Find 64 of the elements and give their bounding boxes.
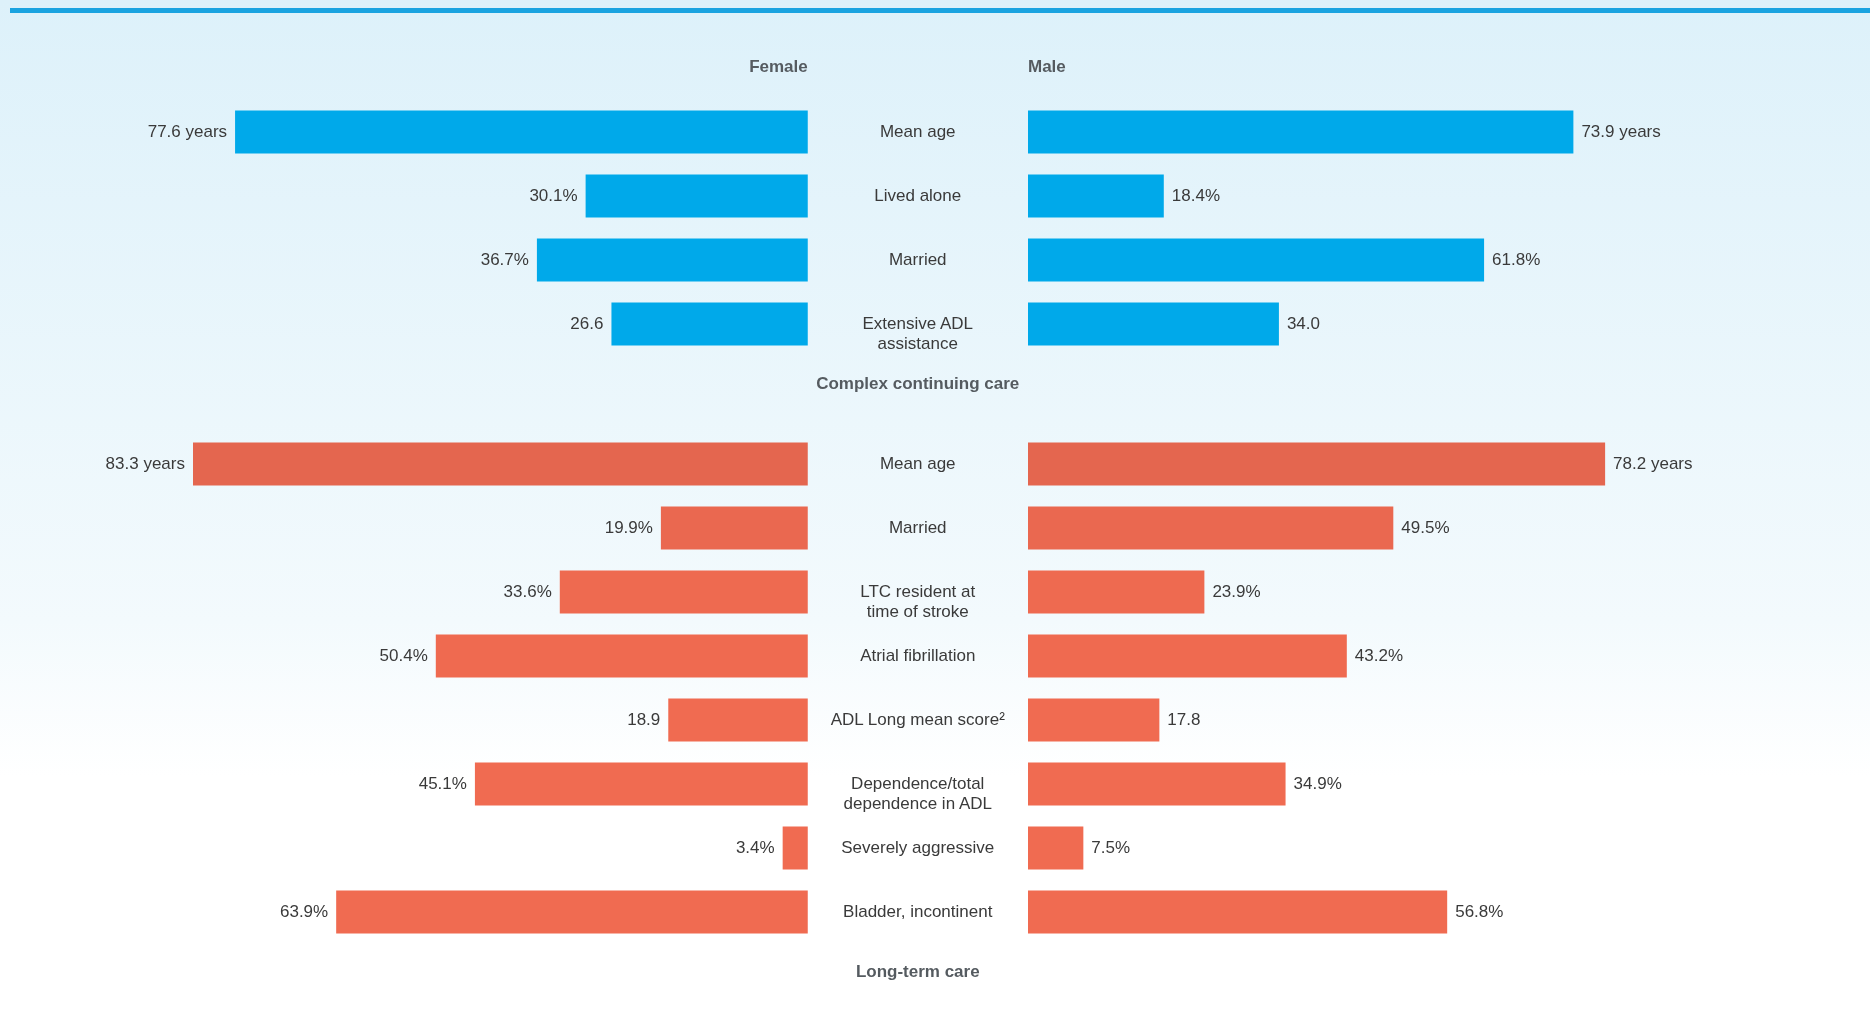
text: Long-term care xyxy=(855,962,980,981)
bar xyxy=(559,570,808,614)
chart-title: Female xyxy=(749,57,808,76)
data-label: 18.4% xyxy=(1171,186,1220,205)
y-tick-label: Mean age xyxy=(879,454,956,473)
data-label: 36.7% xyxy=(480,250,529,269)
data-label: 33.6% xyxy=(503,582,552,601)
data-label: 19.9% xyxy=(604,518,653,537)
bar xyxy=(1028,110,1574,154)
bar xyxy=(1028,570,1205,614)
data-label: 34.0 xyxy=(1286,314,1321,333)
bar xyxy=(536,238,808,282)
data-label: 3.4% xyxy=(735,838,775,857)
bar xyxy=(1028,890,1448,934)
data-label: 49.5% xyxy=(1401,518,1450,537)
data-label: 18.9 xyxy=(627,710,661,729)
bar xyxy=(611,302,808,346)
bar xyxy=(336,890,808,934)
bar xyxy=(1028,634,1347,678)
bar xyxy=(435,634,808,678)
y-tick-label: ADL Long mean score² xyxy=(830,710,1006,729)
y-tick-label: Bladder, incontinent xyxy=(843,902,993,921)
data-label: 17.8 xyxy=(1167,710,1201,729)
data-label: 73.9 years xyxy=(1581,122,1661,141)
bar xyxy=(193,442,808,486)
bar xyxy=(1028,238,1485,282)
data-label: 45.1% xyxy=(418,774,467,793)
data-label: 23.9% xyxy=(1212,582,1261,601)
bar xyxy=(782,826,808,870)
bar xyxy=(1028,698,1160,742)
data-label: 43.2% xyxy=(1354,646,1404,665)
bar xyxy=(668,698,808,742)
text: Complex continuing care xyxy=(816,374,1020,393)
bar xyxy=(1028,442,1606,486)
data-label: 56.8% xyxy=(1455,902,1504,921)
data-label: 78.2 years xyxy=(1613,454,1693,473)
bar xyxy=(235,110,808,154)
data-label: 83.3 years xyxy=(105,454,185,473)
y-tick-label: Married xyxy=(888,250,947,269)
y-tick-label: Atrial fibrillation xyxy=(860,646,976,665)
data-label: 30.1% xyxy=(529,186,578,205)
bar xyxy=(1028,762,1286,806)
y-tick-label: Extensive ADL assistance xyxy=(862,314,974,353)
bar xyxy=(585,174,808,218)
data-label: 63.9% xyxy=(279,902,329,921)
y-tick-label: Married xyxy=(888,518,947,537)
bar xyxy=(1028,302,1279,346)
y-tick-label: Lived alone xyxy=(874,186,962,205)
data-label: 7.5% xyxy=(1091,838,1131,857)
data-label: 77.6 years xyxy=(147,122,228,141)
data-label: 34.9% xyxy=(1293,774,1342,793)
chart-title: Male xyxy=(1028,57,1066,76)
bar xyxy=(1028,174,1164,218)
data-label: 61.8% xyxy=(1492,250,1541,269)
bar xyxy=(1028,826,1084,870)
data-label: 50.4% xyxy=(379,646,428,665)
bar xyxy=(474,762,808,806)
y-tick-label: Mean age xyxy=(879,122,956,141)
y-tick-label: LTC resident at time of stroke xyxy=(860,582,976,621)
y-tick-label: Severely aggressive xyxy=(841,838,995,857)
bar xyxy=(660,506,808,550)
data-label: 26.6 xyxy=(570,314,604,333)
bar xyxy=(1028,506,1394,550)
y-tick-label: Dependence/total dependence in ADL xyxy=(843,774,992,813)
